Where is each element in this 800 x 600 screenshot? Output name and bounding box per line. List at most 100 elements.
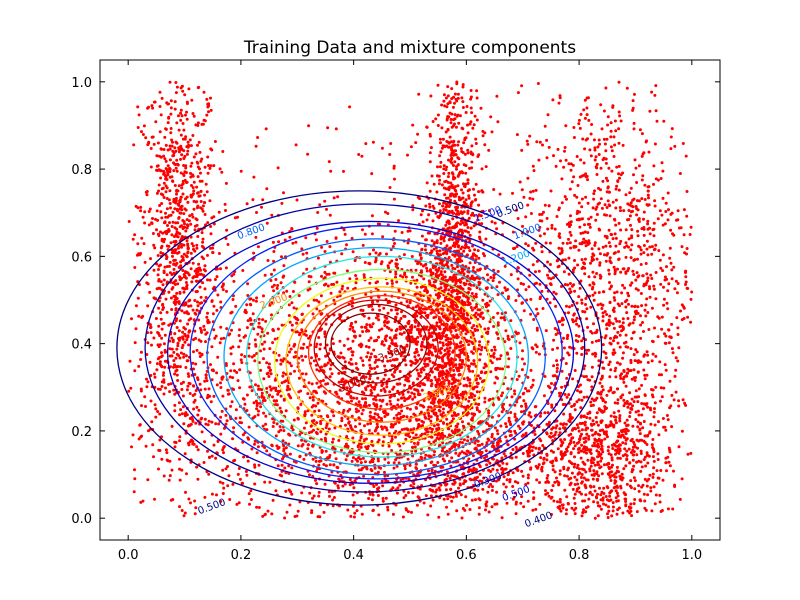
scatter-point	[174, 149, 178, 153]
scatter-point	[452, 95, 456, 99]
scatter-point	[171, 210, 175, 214]
scatter-point	[411, 208, 415, 212]
scatter-point	[380, 146, 384, 150]
scatter-point	[249, 303, 253, 307]
scatter-point	[606, 449, 610, 453]
scatter-point	[175, 297, 178, 301]
scatter-point	[205, 315, 209, 319]
scatter-point	[501, 405, 505, 409]
scatter-point	[417, 92, 421, 96]
scatter-point	[575, 423, 579, 427]
scatter-point	[189, 171, 192, 175]
scatter-point	[471, 269, 475, 273]
scatter-point	[504, 454, 508, 458]
scatter-point	[191, 174, 195, 178]
scatter-point	[428, 132, 432, 136]
scatter-point	[556, 447, 560, 451]
scatter-point	[162, 154, 166, 158]
scatter-point	[229, 404, 233, 408]
scatter-point	[278, 425, 282, 429]
scatter-point	[411, 123, 415, 127]
scatter-point	[203, 264, 207, 268]
scatter-point	[453, 411, 457, 415]
scatter-point	[184, 229, 188, 233]
scatter-point	[195, 445, 199, 449]
scatter-point	[217, 422, 221, 426]
scatter-point	[278, 473, 282, 477]
scatter-point	[185, 283, 189, 287]
scatter-point	[221, 150, 225, 153]
scatter-point	[372, 416, 376, 420]
scatter-point	[331, 440, 334, 444]
scatter-point	[517, 374, 521, 378]
scatter-point	[282, 429, 286, 433]
scatter-point	[496, 321, 500, 325]
scatter-point	[441, 411, 445, 415]
scatter-point	[459, 493, 463, 497]
scatter-point	[196, 204, 200, 208]
scatter-point	[483, 327, 487, 331]
scatter-point	[333, 271, 337, 275]
scatter-point	[385, 316, 389, 320]
scatter-point	[428, 160, 432, 164]
scatter-point	[210, 216, 214, 220]
scatter-point	[435, 321, 439, 325]
scatter-point	[452, 317, 456, 321]
scatter-point	[461, 191, 465, 195]
scatter-point	[485, 286, 489, 290]
scatter-point	[529, 190, 533, 194]
scatter-point	[163, 237, 167, 241]
scatter-point	[270, 444, 274, 448]
scatter-point	[442, 497, 446, 501]
scatter-point	[591, 477, 595, 481]
scatter-point	[479, 106, 483, 110]
scatter-point	[150, 222, 154, 225]
scatter-point	[224, 422, 228, 426]
scatter-point	[446, 308, 450, 312]
scatter-point	[464, 332, 468, 336]
scatter-point	[275, 422, 279, 426]
scatter-point	[474, 137, 478, 141]
scatter-point	[360, 512, 364, 516]
scatter-point	[477, 347, 481, 351]
scatter-point	[491, 279, 495, 283]
scatter-point	[171, 338, 175, 342]
scatter-point	[545, 432, 549, 436]
scatter-point	[260, 395, 264, 399]
scatter-point	[426, 363, 430, 366]
scatter-point	[215, 493, 218, 497]
scatter-point	[179, 157, 182, 161]
scatter-point	[184, 366, 188, 369]
scatter-point	[441, 449, 444, 453]
scatter-point	[410, 510, 413, 514]
scatter-point	[483, 346, 487, 350]
scatter-point	[396, 266, 400, 270]
scatter-point	[490, 348, 494, 352]
scatter-point	[191, 186, 195, 190]
scatter-point	[137, 364, 141, 368]
scatter-point	[481, 317, 485, 320]
scatter-point	[262, 377, 266, 381]
scatter-point	[179, 195, 183, 199]
scatter-point	[514, 455, 518, 459]
scatter-point	[445, 165, 449, 169]
scatter-point	[181, 256, 185, 260]
scatter-point	[152, 372, 156, 376]
scatter-point	[507, 338, 511, 341]
scatter-point	[155, 154, 159, 158]
scatter-point	[177, 329, 181, 333]
scatter-point	[595, 411, 599, 415]
scatter-point	[438, 209, 442, 213]
scatter-point	[383, 389, 387, 393]
scatter-point	[171, 140, 174, 144]
scatter-point	[447, 379, 451, 383]
scatter-point	[204, 182, 208, 186]
scatter-point	[390, 279, 394, 283]
scatter-point	[460, 299, 464, 303]
scatter-point	[470, 201, 473, 205]
scatter-point	[462, 312, 465, 316]
scatter-point	[234, 408, 238, 412]
scatter-point	[305, 267, 309, 271]
scatter-point	[168, 158, 172, 162]
scatter-point	[461, 420, 464, 424]
